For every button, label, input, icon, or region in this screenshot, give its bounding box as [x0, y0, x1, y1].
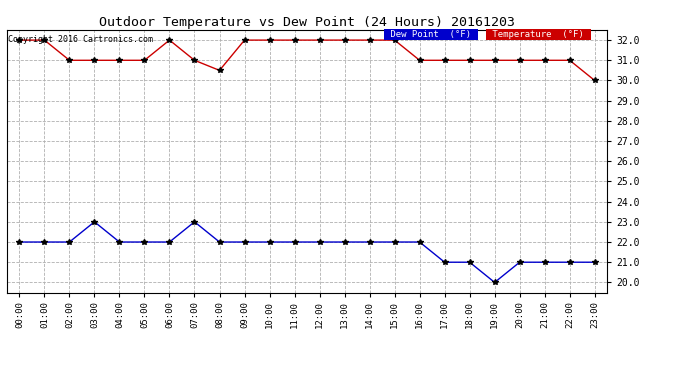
Text: Temperature  (°F): Temperature (°F)	[487, 30, 589, 39]
Text: Dew Point  (°F): Dew Point (°F)	[385, 30, 477, 39]
Text: Copyright 2016 Cartronics.com: Copyright 2016 Cartronics.com	[8, 35, 153, 44]
Title: Outdoor Temperature vs Dew Point (24 Hours) 20161203: Outdoor Temperature vs Dew Point (24 Hou…	[99, 16, 515, 29]
